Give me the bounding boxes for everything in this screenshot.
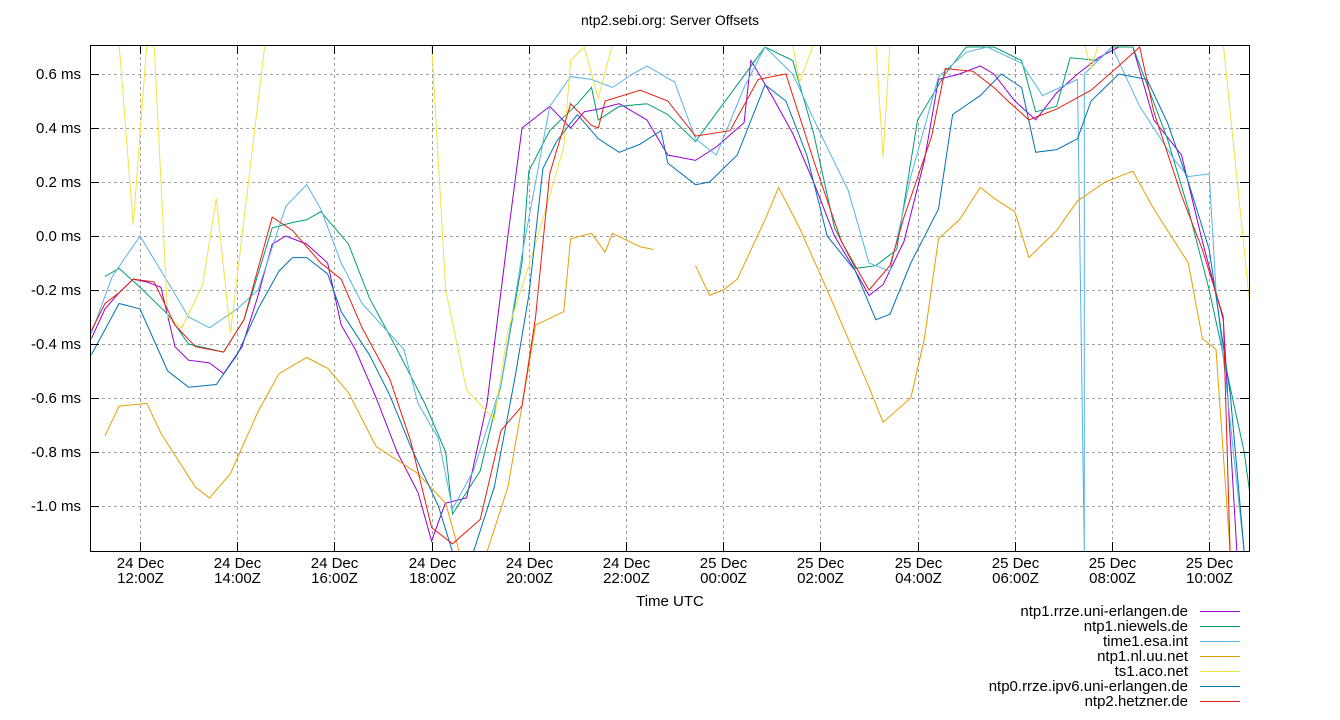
series-line <box>90 257 453 551</box>
series-line <box>473 73 1245 551</box>
x-tick-label: 24 Dec 22:00Z <box>602 555 651 587</box>
series-line <box>875 45 891 158</box>
chart-title: ntp2.sebi.org: Server Offsets <box>581 12 759 28</box>
y-tick-label: -0.4 ms <box>30 335 81 353</box>
legend-label: time1.esa.int <box>1102 633 1188 650</box>
plot-frame <box>90 45 1250 552</box>
legend-label: ntp0.rrze.ipv6.uni-erlangen.de <box>988 678 1188 695</box>
legend-swatch <box>1200 641 1240 642</box>
x-axis-title-text: Time UTC <box>636 593 704 610</box>
legend-swatch <box>1200 626 1240 627</box>
series-line <box>118 45 266 334</box>
grid-lines <box>90 45 1249 551</box>
y-tick-label: 0.4 ms <box>35 119 81 137</box>
series-line <box>104 46 1249 516</box>
y-tick-label: 0.0 ms <box>35 227 81 245</box>
series-lines <box>90 45 1249 551</box>
legend-item: ntp2.hetzner.de <box>900 694 1240 709</box>
y-tick-label: -0.8 ms <box>30 443 81 461</box>
legend-item: ntp1.niewels.de <box>900 619 1240 634</box>
series-line <box>90 46 1245 551</box>
series-line <box>90 46 1238 551</box>
legend-item: ts1.aco.net <box>900 664 1240 679</box>
x-tick-label: 25 Dec 00:00Z <box>699 555 748 587</box>
x-axis-title: Time UTC <box>0 593 1340 610</box>
y-tick-label: -0.2 ms <box>30 281 81 299</box>
legend-item: ntp0.rrze.ipv6.uni-erlangen.de <box>900 679 1240 694</box>
x-tick-label: 24 Dec 16:00Z <box>310 555 359 587</box>
series-line <box>792 45 814 84</box>
series-line <box>486 232 654 551</box>
series-line <box>1222 45 1249 303</box>
x-tick-label: 24 Dec 14:00Z <box>213 555 262 587</box>
legend-label: ntp1.niewels.de <box>1083 618 1188 635</box>
axis-ticks <box>90 45 1249 551</box>
series-line <box>431 45 613 421</box>
legend-item: ntp1.rrze.uni-erlangen.de <box>900 604 1240 619</box>
series-line <box>695 170 1231 551</box>
series-line <box>104 356 460 551</box>
legend-label: ntp1.nl.uu.net <box>1097 648 1188 665</box>
legend-swatch <box>1200 701 1240 702</box>
legend-swatch <box>1200 611 1240 612</box>
series-line <box>1083 45 1099 71</box>
y-tick-label: -0.6 ms <box>30 389 81 407</box>
y-tick-label: 0.2 ms <box>35 173 81 191</box>
series-line <box>90 46 1231 551</box>
legend: ntp1.rrze.uni-erlangen.de ntp1.niewels.de… <box>900 604 1240 709</box>
legend-label: ntp2.hetzner.de <box>1084 693 1188 710</box>
x-tick-label: 25 Dec 06:00Z <box>991 555 1040 587</box>
legend-item: ntp1.nl.uu.net <box>900 649 1240 664</box>
x-tick-label: 25 Dec 04:00Z <box>894 555 943 587</box>
y-tick-label: 0.6 ms <box>35 65 81 83</box>
x-tick-label: 24 Dec 18:00Z <box>408 555 457 587</box>
x-tick-label: 25 Dec 10:00Z <box>1185 555 1234 587</box>
legend-label: ts1.aco.net <box>1114 663 1188 680</box>
y-tick-label: -1.0 ms <box>30 497 81 515</box>
legend-swatch <box>1200 656 1240 657</box>
x-tick-label: 24 Dec 12:00Z <box>116 555 165 587</box>
legend-swatch <box>1200 671 1240 672</box>
x-tick-label: 25 Dec 08:00Z <box>1088 555 1137 587</box>
legend-swatch <box>1200 686 1240 687</box>
legend-label: ntp1.rrze.uni-erlangen.de <box>1020 603 1188 620</box>
x-tick-label: 25 Dec 02:00Z <box>796 555 845 587</box>
x-tick-label: 24 Dec 20:00Z <box>505 555 554 587</box>
legend-item: time1.esa.int <box>900 634 1240 649</box>
